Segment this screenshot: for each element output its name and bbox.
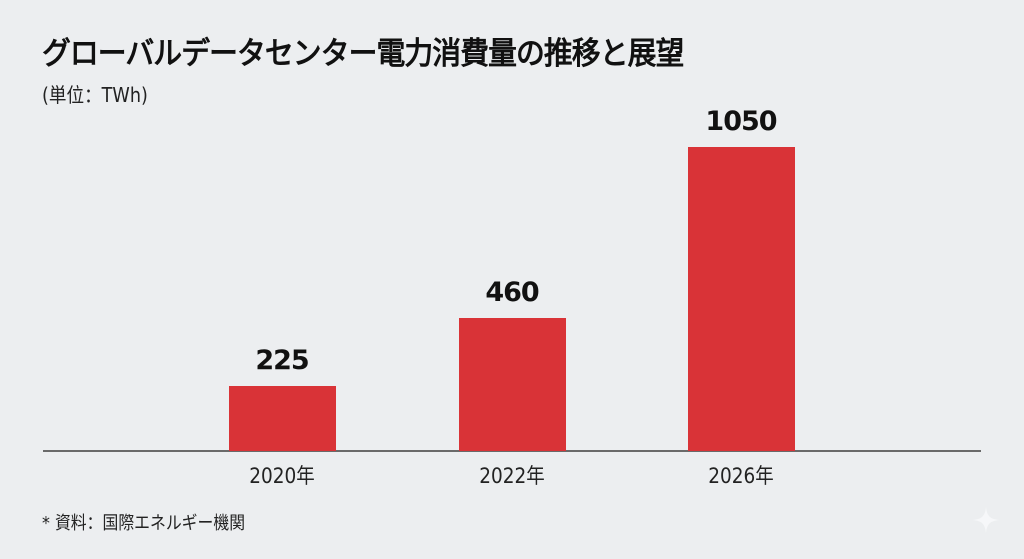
unit-label: (単位：TWh) bbox=[42, 83, 148, 107]
x-tick-label: 2020年 bbox=[249, 464, 315, 488]
x-tick-label: 2022年 bbox=[479, 464, 545, 488]
bar-value-label: 225 bbox=[255, 345, 309, 376]
bar-2026年 bbox=[687, 147, 795, 451]
x-tick-label: 2026年 bbox=[708, 464, 774, 488]
bar-2022年 bbox=[458, 318, 566, 451]
bar-value-label: 460 bbox=[485, 277, 539, 308]
source-note: * 資料：国際エネルギー機関 bbox=[42, 513, 246, 534]
chart-title: グローバルデータセンター電力消費量の推移と展望 bbox=[42, 36, 684, 72]
bar-value-label: 1050 bbox=[705, 106, 777, 137]
bar-2020年 bbox=[228, 386, 336, 451]
sparkle-icon bbox=[973, 507, 999, 533]
x-axis-line bbox=[43, 450, 981, 452]
